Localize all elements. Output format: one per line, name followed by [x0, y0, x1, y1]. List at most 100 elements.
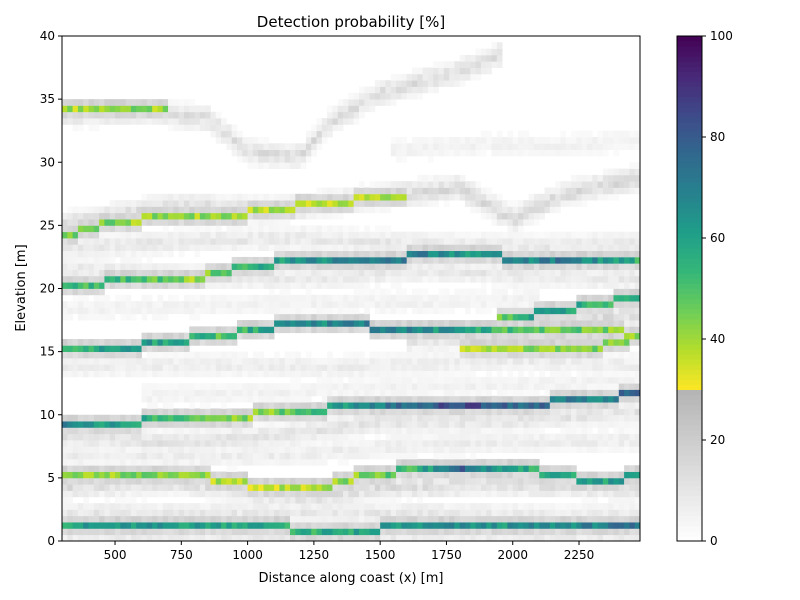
heatmap-cell [274, 421, 280, 428]
heatmap-cell [343, 206, 349, 214]
heatmap-cell [348, 370, 355, 378]
heatmap-cell [62, 484, 68, 491]
heatmap-cell [549, 275, 556, 283]
heatmap-cell [327, 503, 333, 510]
heatmap-cell [470, 301, 477, 308]
heatmap-cell [480, 307, 487, 315]
heatmap-cell [422, 174, 429, 182]
heatmap-cell [157, 301, 164, 308]
heatmap-cell [449, 320, 455, 327]
heatmap-cell [353, 326, 360, 334]
heatmap-cell [539, 484, 545, 491]
heatmap-cell [104, 427, 111, 435]
heatmap-cell [295, 509, 302, 517]
heatmap-cell [512, 231, 519, 239]
heatmap-cell [178, 370, 185, 378]
heatmap-cell [173, 446, 180, 454]
heatmap-cell [427, 301, 434, 308]
heatmap-cell [173, 490, 180, 498]
heatmap-cell [327, 313, 333, 321]
heatmap-cell [422, 244, 429, 252]
heatmap-cell [173, 124, 180, 132]
heatmap-cell [480, 503, 487, 510]
heatmap-cell [104, 118, 111, 125]
heatmap-cell [279, 288, 286, 296]
heatmap-cell [533, 427, 540, 435]
heatmap-cell [62, 238, 68, 245]
heatmap-cell [369, 357, 376, 365]
heatmap-cell [183, 370, 190, 378]
heatmap-cell [279, 484, 286, 491]
heatmap-cell [390, 275, 397, 283]
heatmap-cell [173, 408, 180, 416]
heatmap-cell [337, 395, 344, 403]
heatmap-cell [390, 307, 397, 315]
heatmap-cell [496, 477, 503, 485]
heatmap-cell [199, 465, 206, 472]
heatmap-cell [422, 408, 429, 416]
heatmap-cell [343, 395, 349, 403]
heatmap-cell [507, 433, 514, 441]
heatmap-cell [247, 528, 254, 536]
heatmap-cell [194, 452, 201, 460]
heatmap-cell [210, 471, 217, 479]
heatmap-cell [104, 238, 111, 245]
heatmap-cell [507, 395, 514, 403]
heatmap-cell [502, 219, 508, 226]
heatmap-cell [67, 269, 73, 277]
heatmap-cell [475, 357, 482, 365]
heatmap-cell [491, 351, 498, 359]
heatmap-cell [284, 509, 291, 517]
heatmap-cell [380, 263, 386, 270]
heatmap-cell [480, 440, 487, 447]
heatmap-cell [449, 414, 455, 422]
heatmap-cell [544, 326, 551, 334]
heatmap-cell [136, 484, 142, 491]
heatmap-cell [247, 294, 254, 302]
heatmap-cell [120, 503, 127, 510]
heatmap-cell [316, 364, 323, 371]
heatmap-cell [183, 200, 190, 207]
heatmap-cell [555, 301, 561, 308]
heatmap-cell [396, 408, 402, 416]
heatmap-cell [199, 528, 206, 536]
heatmap-cell [337, 515, 344, 523]
heatmap-cell [401, 414, 408, 422]
heatmap-cell [533, 503, 540, 510]
heatmap-cell [496, 130, 503, 138]
heatmap-cell [247, 307, 254, 315]
heatmap-cell [327, 357, 333, 365]
heatmap-cell [115, 99, 121, 106]
heatmap-cell [99, 421, 105, 428]
heatmap-cell [199, 446, 206, 454]
heatmap-cell [120, 534, 127, 542]
heatmap-cell [316, 458, 323, 466]
heatmap-cell [337, 212, 344, 220]
heatmap-cell [438, 174, 445, 182]
heatmap-cell [162, 225, 169, 233]
heatmap-cell [433, 320, 439, 327]
heatmap-cell [348, 427, 355, 435]
heatmap-cell [533, 395, 540, 403]
heatmap-cell [358, 477, 365, 485]
heatmap-cell [390, 496, 397, 504]
heatmap-cell [358, 275, 365, 283]
heatmap-cell [454, 389, 461, 397]
heatmap-cell [168, 193, 174, 201]
heatmap-cell [465, 477, 471, 485]
heatmap-cell [221, 193, 227, 201]
heatmap-cell [528, 339, 535, 346]
heatmap-cell [539, 522, 545, 529]
heatmap-cell [215, 307, 222, 315]
heatmap-cell [401, 351, 408, 359]
heatmap-cell [247, 433, 254, 441]
heatmap-cell [152, 351, 158, 359]
heatmap-cell [523, 256, 530, 264]
heatmap-cell [146, 364, 153, 371]
heatmap-cell [465, 522, 471, 529]
heatmap-cell [189, 370, 195, 378]
heatmap-cell [141, 496, 148, 504]
heatmap-cell [396, 414, 402, 422]
heatmap-cell [411, 137, 418, 144]
heatmap-cell [364, 269, 370, 277]
